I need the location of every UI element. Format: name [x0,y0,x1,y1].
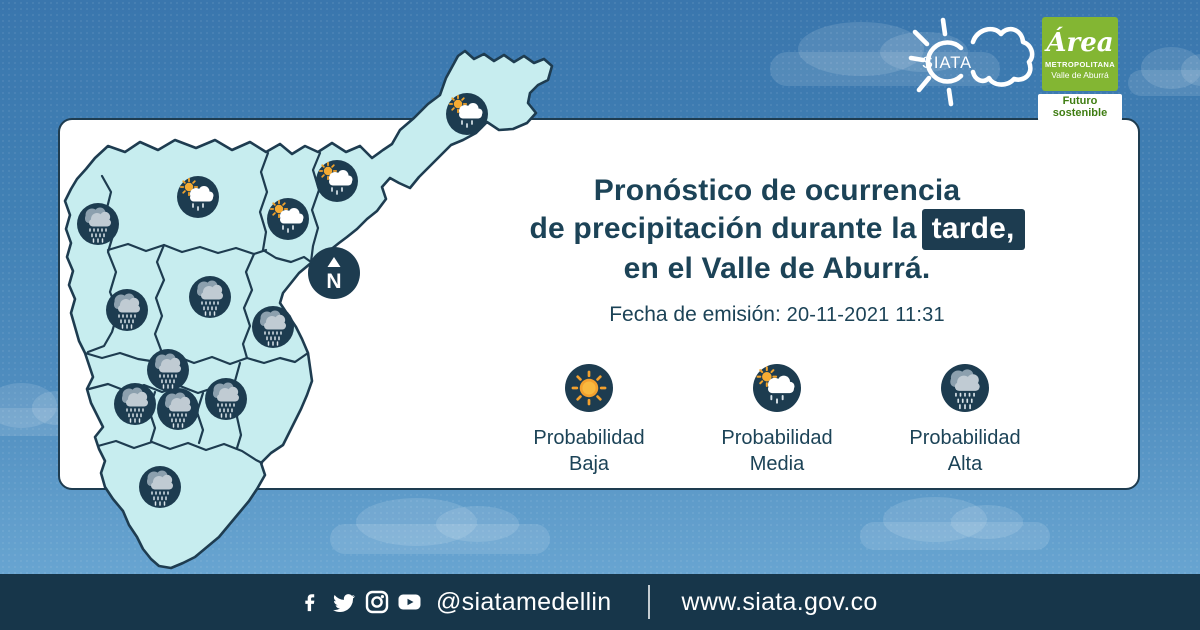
twitter-icon[interactable] [331,590,356,615]
page-title: Pronóstico de ocurrencia de precipitació… [477,172,1077,287]
decorative-cloud [1128,47,1200,96]
siata-logo: SIATA [908,17,1035,107]
youtube-icon[interactable] [397,590,422,615]
footer-divider [647,585,650,619]
siata-sun-circle [925,40,964,84]
probability-legend: Probabilidad Baja Probabilidad Media Proba… [477,361,1077,477]
siata-logo-text: SIATA [922,54,972,72]
area-logo-script: Área [1046,28,1114,58]
medium-probability-icon [712,361,842,415]
decorative-cloud [860,497,1050,550]
area-logo-slogan: Futuro sostenible [1038,94,1122,121]
area-metropolitana-logo: Área METROPOLITANA Valle de Aburrá Futur… [1038,17,1122,121]
facebook-icon[interactable] [298,590,323,615]
legend-item-media: Probabilidad Media [712,361,842,477]
decorative-cloud [770,22,1000,86]
instagram-icon[interactable] [364,590,389,615]
period-highlight: tarde, [921,209,1025,250]
emission-date: Fecha de emisión: 20-11-2021 11:31 [609,303,945,326]
legend-item-baja: Probabilidad Baja [524,361,654,477]
legend-item-alta: Probabilidad Alta [900,361,1030,477]
website-link[interactable]: www.siata.gov.co [681,587,878,616]
decorative-cloud [330,497,550,554]
sun-rain-cloud-icon [756,366,795,404]
footer-bar: @siatamedellin www.siata.gov.co [0,574,1200,630]
forecast-card: Pronóstico de ocurrencia de precipitació… [58,118,1140,490]
siata-cloud [970,26,1035,87]
social-handle[interactable]: @siatamedellin [436,587,612,616]
rain-cloud-icon [950,369,980,410]
social-icons [298,590,422,615]
low-probability-icon [524,361,654,415]
high-probability-icon [900,361,1030,415]
sun-icon [571,370,607,406]
